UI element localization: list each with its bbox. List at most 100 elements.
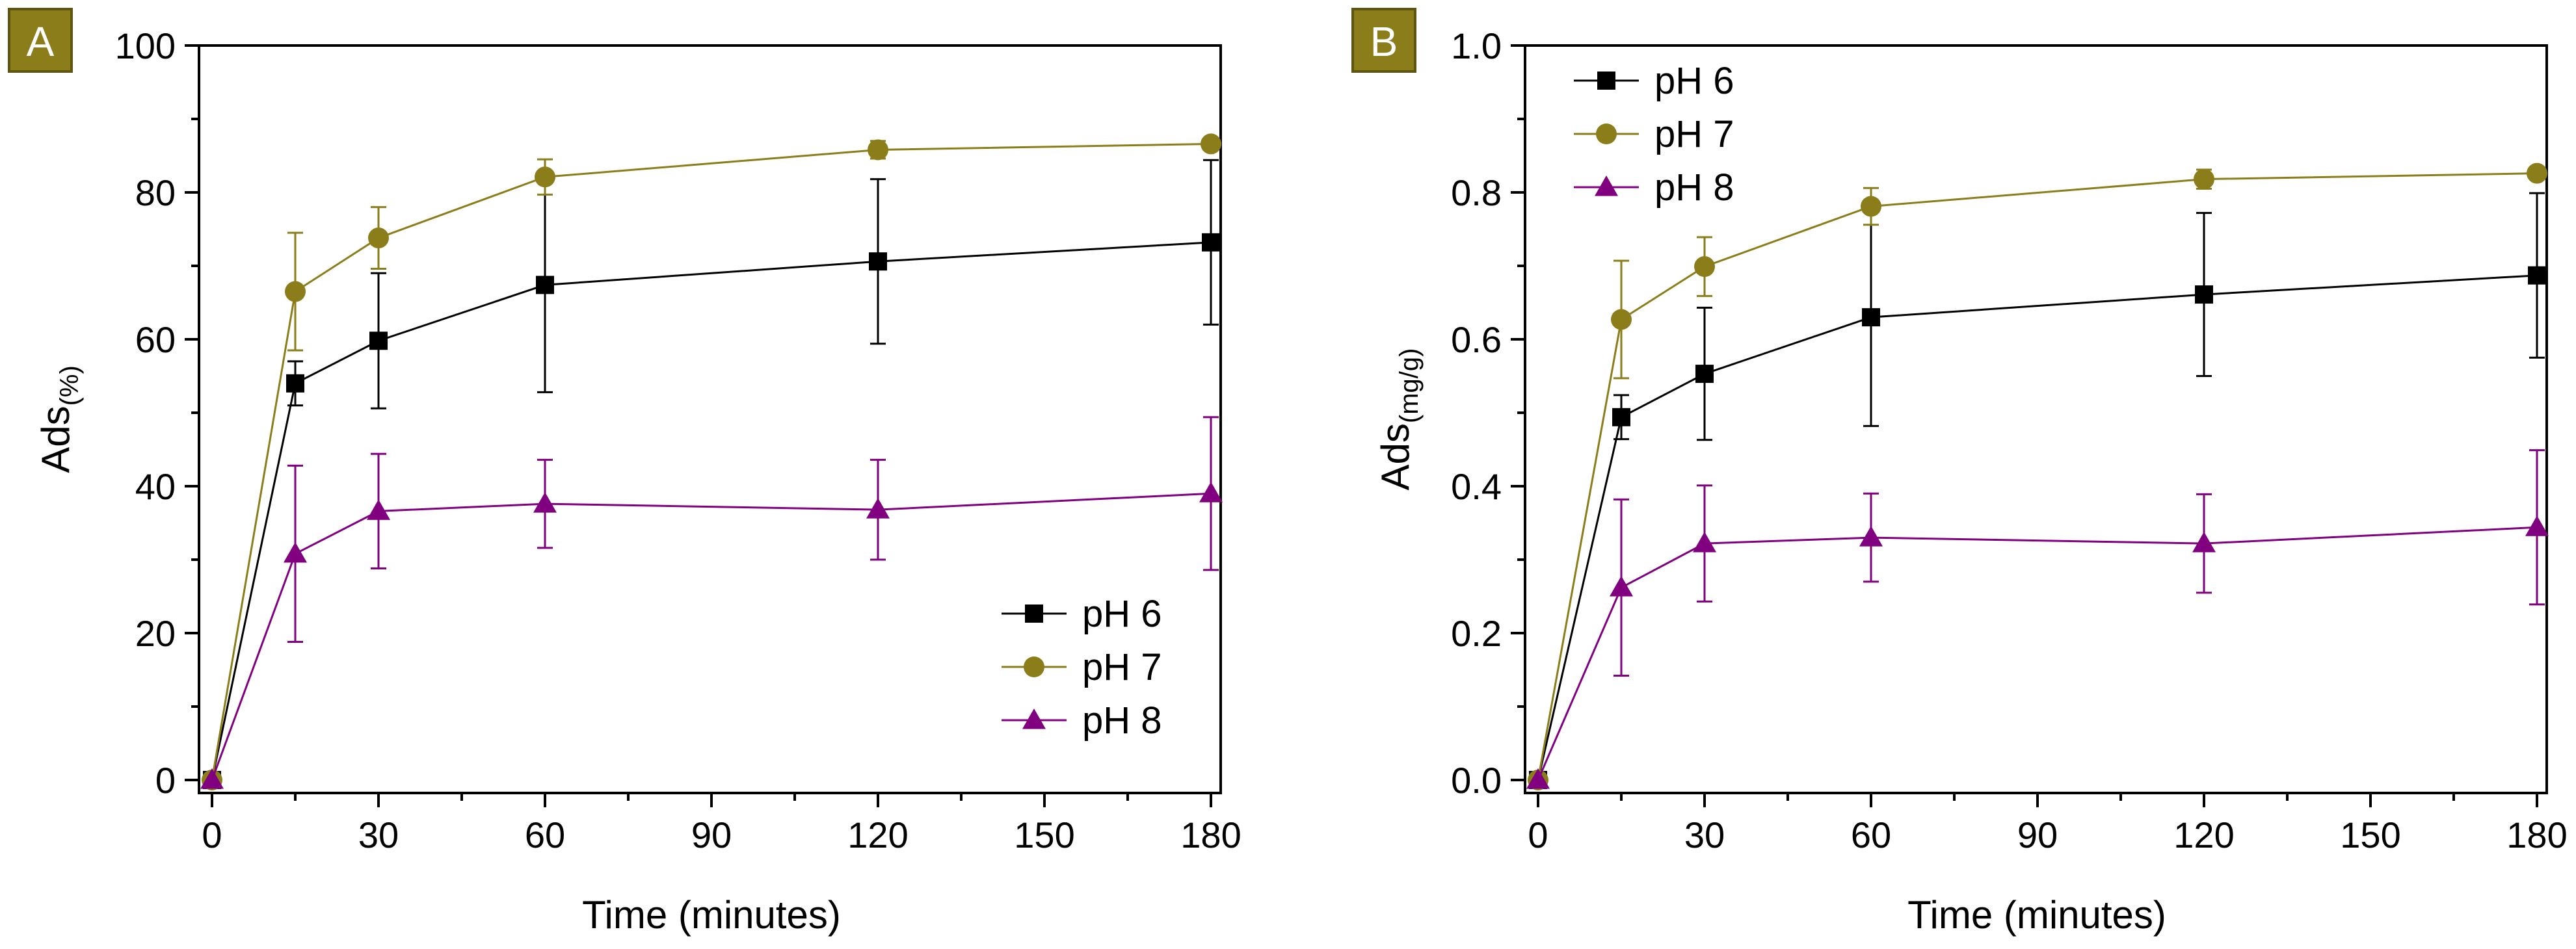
panel-b-ticks: 0 30 60 90 120 150 180 0.0 0.2 0.4 0.6 0.8 1.0	[1451, 25, 2568, 855]
panel-a-x-tick-label: 120	[847, 814, 908, 855]
panel-b-x-tick-label: 150	[2340, 814, 2400, 855]
panel-b-series-ph-8-line	[1537, 526, 2538, 781]
panel-b: B 0 30 60 90 120 150 180 0.0 0.2 0.4 0.6 0.8 1.0 Tim…	[1351, 8, 2568, 937]
panel-b-x-tick-label: 60	[1851, 814, 1891, 855]
panel-a-y-tick-label: 40	[135, 466, 176, 507]
panel-a-y-tick-label: 100	[115, 25, 176, 66]
panel-a-y-axis-title-main: Ads	[34, 406, 77, 473]
panel-a-series-ph-6-line	[211, 241, 1212, 781]
panel-a-legend-ph-6-swatch-marker	[1025, 604, 1043, 623]
panel-b-y-axis-title: Ads(mg/g)	[1374, 348, 1424, 491]
panel-b-series-ph-8	[1526, 449, 2549, 789]
panel-b-series-ph-6-point	[2528, 266, 2546, 285]
panel-b-legend-ph-8-label: pH 8	[1654, 166, 1734, 209]
panel-a-legend-ph-7-swatch-marker	[1024, 656, 1044, 677]
panel-a-series-ph-8-point	[284, 541, 307, 563]
panel-a-y-axis-title: Ads(%)	[34, 365, 84, 473]
panel-b-y-tick-label: 0.8	[1451, 172, 1502, 213]
panel-b-x-tick-label: 180	[2506, 814, 2567, 855]
panel-b-series-ph-8-point	[2525, 515, 2549, 536]
panel-a-legend-ph-6-label: pH 6	[1082, 593, 1162, 635]
panel-b-plot-frame	[1524, 44, 2548, 794]
panel-b-series-ph-6-line	[1537, 274, 2538, 781]
panel-b-x-tick-label: 0	[1528, 814, 1548, 855]
panel-b-legend-ph-7-label: pH 7	[1654, 113, 1734, 155]
panel-a-series-ph-6-point	[536, 276, 554, 294]
panel-a-legend-ph-7-label: pH 7	[1082, 646, 1162, 688]
panel-b-series-ph-7-point	[2527, 162, 2547, 184]
panel-a-x-tick-label: 60	[525, 814, 565, 855]
panel-b-series-ph-6-point	[1862, 308, 1880, 327]
panel-b-badge: B	[1351, 8, 1416, 73]
panel-a-series-ph-6-point	[869, 252, 887, 271]
panel-b-legend-ph-6-swatch-marker	[1597, 72, 1615, 90]
panel-a-badge: A	[8, 8, 73, 73]
panel-b-y-tick-label: 1.0	[1451, 25, 1502, 66]
panel-a-series-ph-8-point	[200, 768, 224, 789]
panel-b-series-ph-8-point	[1526, 768, 1550, 789]
panel-a-x-axis-title: Time (minutes)	[582, 893, 841, 937]
panel-b-series-ph-6-point	[2195, 285, 2213, 304]
panel-b-letter: B	[1370, 18, 1398, 65]
panel-a-legend: pH 6 pH 7 pH 8	[1002, 593, 1162, 742]
panel-a-series-ph-7	[202, 133, 1221, 790]
panel-a-series-ph-8-line	[211, 492, 1212, 781]
panel-a-plot-frame	[198, 44, 1222, 794]
panel-b-x-tick-label: 90	[2017, 814, 2058, 855]
panel-a-series-ph-7-point	[285, 281, 306, 302]
panel-b-series-ph-7-point	[2194, 168, 2214, 190]
panel-b-x-tick-label: 120	[2173, 814, 2234, 855]
panel-a-x-tick-label: 150	[1014, 814, 1074, 855]
panel-a-series-ph-7-point	[1201, 133, 1221, 155]
panel-a-series	[200, 133, 1223, 790]
panel-a-series-ph-7-point	[368, 228, 389, 249]
panel-b-series-ph-7	[1528, 162, 2547, 790]
panel-a-y-axis-title-sub: (%)	[55, 365, 84, 406]
panel-a-y-tick-label: 20	[135, 613, 176, 654]
panel-b-series-ph-7-line	[1537, 172, 2538, 781]
panel-b-badge-box	[1351, 8, 1416, 73]
panel-a-y-tick-label: 80	[135, 172, 176, 213]
panel-b-y-tick-label: 0.4	[1451, 466, 1502, 507]
panel-a-series-ph-6-point	[369, 332, 388, 350]
panel-a-series-ph-8	[200, 416, 1223, 789]
panel-a-letter: A	[27, 18, 55, 65]
panel-a-y-tick-label: 60	[135, 319, 176, 360]
panel-a-series-ph-6	[203, 159, 1220, 789]
panel-a-legend-ph-8-swatch-marker	[1022, 708, 1046, 729]
panel-a-series-ph-8-point	[866, 498, 890, 519]
panel-a-legend-ph-8-label: pH 8	[1082, 699, 1162, 742]
panel-b-y-axis-title-sub: (mg/g)	[1395, 348, 1424, 424]
panel-b-series-ph-8-point	[1859, 526, 1883, 547]
panel-a-badge-box	[8, 8, 73, 73]
panel-b-legend: pH 6 pH 7 pH 8	[1574, 60, 1734, 209]
panel-b-series-ph-8-point	[2192, 532, 2216, 552]
panel-b-x-tick-label: 30	[1684, 814, 1725, 855]
panel-b-series-ph-6	[1529, 192, 2546, 789]
panel-b-series	[1526, 162, 2549, 790]
panel-b-x-axis-title: Time (minutes)	[1907, 893, 2166, 937]
panel-b-y-tick-label: 0.2	[1451, 613, 1502, 654]
panel-a-series-ph-8-point	[1199, 482, 1223, 502]
panel-b-y-tick-label: 0.0	[1451, 760, 1502, 801]
panel-b-y-tick-label: 0.6	[1451, 319, 1502, 360]
panel-b-series-ph-6-point	[1695, 365, 1714, 384]
panel-a: A 0 30 60 90 120 150 180 0 20 40 60 80 100 Time (min…	[8, 8, 1242, 937]
panel-b-series-ph-8-point	[1693, 532, 1716, 552]
panel-a-series-ph-7-point	[535, 166, 555, 188]
panel-b-series-ph-8-point	[1610, 575, 1633, 597]
panel-a-series-ph-8-point	[533, 492, 557, 513]
panel-a-series-ph-6-point	[286, 374, 304, 393]
panel-b-legend-ph-8-swatch-marker	[1595, 176, 1618, 196]
panel-a-x-tick-label: 0	[202, 814, 222, 855]
panel-b-y-axis-title-main: Ads	[1374, 423, 1417, 490]
panel-b-legend-ph-7-swatch-marker	[1596, 124, 1617, 144]
panel-b-legend-ph-6-label: pH 6	[1654, 60, 1734, 102]
panel-b-series-ph-7-point	[1611, 309, 1632, 330]
panel-b-series-ph-6-point	[1612, 408, 1630, 426]
panel-a-series-ph-7-point	[868, 139, 888, 161]
panel-a-series-ph-8-point	[367, 499, 390, 520]
panel-a-x-tick-label: 30	[358, 814, 399, 855]
